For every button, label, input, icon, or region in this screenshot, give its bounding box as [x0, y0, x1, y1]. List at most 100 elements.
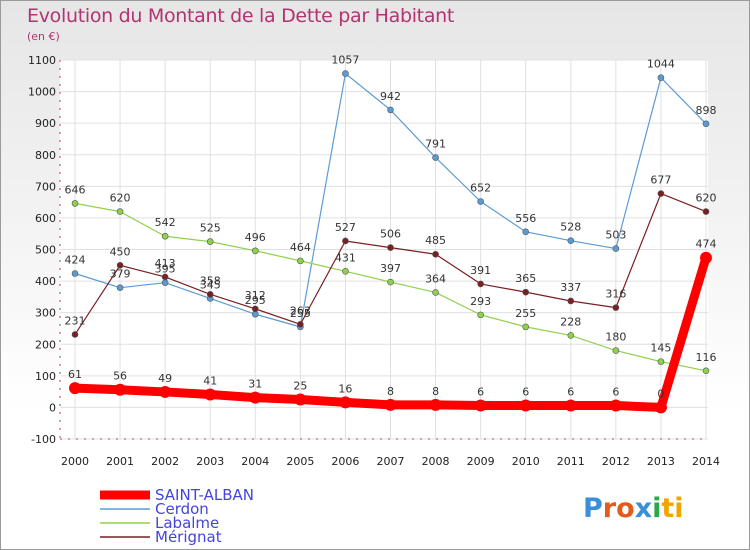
data-label: 503	[605, 229, 626, 242]
data-point	[657, 190, 665, 197]
data-label: 391	[470, 264, 491, 277]
data-label: 898	[696, 104, 717, 117]
x-tick-label: 2013	[647, 455, 675, 468]
data-point	[161, 273, 169, 281]
data-point	[657, 74, 665, 81]
unit-label: (en €)	[27, 30, 60, 43]
series-m-rignat	[71, 190, 710, 338]
data-point	[161, 279, 169, 286]
data-label: 228	[560, 315, 581, 328]
data-label: 41	[203, 374, 217, 387]
data-label: 474	[696, 238, 717, 251]
data-label: 145	[650, 342, 671, 355]
data-label: 231	[65, 314, 86, 327]
data-label: 365	[515, 272, 536, 285]
data-label: 316	[605, 288, 626, 301]
data-point	[522, 288, 530, 296]
data-label: 525	[200, 222, 221, 235]
y-tick-label: 500	[35, 244, 56, 257]
data-point	[612, 347, 620, 354]
x-tick-label: 2000	[61, 455, 89, 468]
data-label: 542	[155, 216, 176, 229]
data-point	[251, 247, 259, 255]
data-point	[522, 323, 530, 331]
x-tick-label: 2001	[106, 455, 134, 468]
data-point	[702, 120, 710, 128]
x-tick-label: 2006	[331, 455, 359, 468]
x-tick-label: 2005	[286, 455, 314, 468]
data-label: 61	[68, 368, 82, 381]
data-point	[567, 237, 575, 244]
data-point	[519, 399, 532, 412]
data-point	[567, 297, 575, 305]
data-label: 6	[522, 386, 529, 399]
data-point	[71, 270, 79, 277]
data-label: 464	[290, 241, 311, 254]
data-point	[387, 106, 394, 114]
data-label: 6	[477, 386, 484, 399]
data-point	[294, 393, 307, 406]
y-tick-label: 300	[35, 307, 56, 320]
data-label: 16	[338, 382, 352, 395]
data-label: 49	[158, 372, 172, 385]
data-point	[654, 401, 667, 414]
x-tick-label: 2007	[377, 455, 405, 468]
data-label: 556	[515, 212, 536, 225]
x-tick-label: 2002	[151, 455, 179, 468]
chart-title: Evolution du Montant de la Dette par Hab…	[27, 5, 455, 27]
data-label: 6	[567, 386, 574, 399]
data-label: 424	[65, 254, 86, 267]
data-point	[609, 399, 622, 412]
data-point	[384, 398, 397, 411]
data-label: 0	[657, 387, 664, 400]
y-tick-label: 1000	[28, 86, 56, 99]
data-point	[474, 399, 487, 412]
data-label: 180	[605, 331, 626, 344]
data-label: 397	[380, 262, 401, 275]
data-point	[114, 383, 127, 396]
data-point	[612, 304, 620, 311]
data-label: 620	[696, 192, 717, 205]
data-label: 293	[470, 295, 491, 308]
legend-label: Labalme	[155, 514, 219, 532]
data-point	[477, 198, 484, 205]
brand-text: Proxiti	[583, 493, 684, 524]
data-point	[657, 358, 665, 365]
data-label: 506	[380, 228, 401, 241]
data-label: 527	[335, 221, 356, 234]
data-label: 255	[515, 307, 536, 320]
x-tick-label: 2012	[602, 455, 630, 468]
data-point	[387, 278, 394, 286]
legend-label: SAINT-ALBAN	[155, 486, 254, 504]
data-label: 337	[560, 281, 581, 294]
data-label: 312	[245, 289, 266, 302]
data-label: 1057	[331, 54, 359, 67]
data-point	[204, 388, 217, 401]
data-label: 485	[425, 234, 446, 247]
data-label: 620	[110, 192, 131, 205]
data-label: 116	[696, 351, 717, 364]
legend-label: Mérignat	[155, 528, 222, 546]
data-point	[429, 398, 442, 411]
y-tick-label: 400	[35, 275, 56, 288]
y-tick-label: 200	[35, 338, 56, 351]
data-point	[206, 291, 214, 298]
data-point	[297, 321, 304, 328]
data-label: 31	[248, 378, 262, 391]
data-point	[71, 200, 79, 207]
y-tick-label: 600	[35, 212, 56, 225]
series-labalme	[71, 200, 710, 375]
data-point	[251, 305, 259, 313]
data-point	[432, 154, 439, 161]
data-point	[432, 289, 439, 296]
data-label: 364	[425, 272, 446, 285]
data-label: 450	[110, 245, 131, 258]
data-point	[702, 367, 710, 375]
data-point	[342, 237, 349, 245]
data-point	[71, 331, 79, 338]
x-tick-label: 2008	[422, 455, 450, 468]
data-point	[161, 232, 169, 240]
data-label: 646	[65, 183, 86, 196]
